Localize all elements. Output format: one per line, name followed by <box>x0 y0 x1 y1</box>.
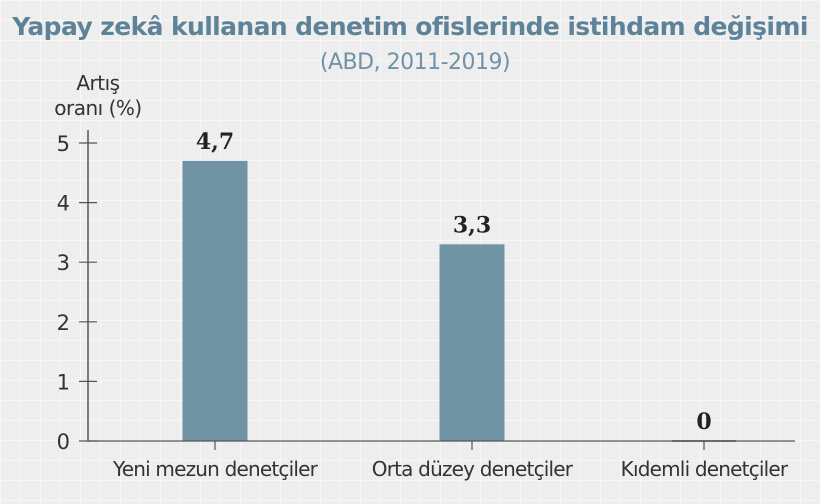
bar <box>182 160 248 441</box>
y-tick-label: 1 <box>57 370 70 394</box>
y-axis-label: oranı (%) <box>54 96 141 120</box>
y-axis-label: Artış <box>76 71 119 95</box>
bar <box>439 244 505 441</box>
y-tick-label: 4 <box>57 192 70 216</box>
y-tick-label: 3 <box>57 251 70 275</box>
data-label: 3,3 <box>453 212 491 238</box>
y-tick-label: 5 <box>57 132 70 156</box>
chart-subtitle: (ABD, 2011-2019) <box>319 50 511 75</box>
y-tick-label: 2 <box>57 311 70 335</box>
data-label: 0 <box>696 409 711 435</box>
x-tick-label: Orta düzey denetçiler <box>372 457 574 481</box>
y-tick-label: 0 <box>57 430 70 454</box>
chart-title: Yapay zekâ kullanan denetim ofislerinde … <box>12 12 808 41</box>
x-tick-label: Yeni mezun denetçiler <box>112 457 319 481</box>
data-label: 4,7 <box>196 129 234 155</box>
x-tick-label: Kıdemli denetçiler <box>621 457 789 481</box>
